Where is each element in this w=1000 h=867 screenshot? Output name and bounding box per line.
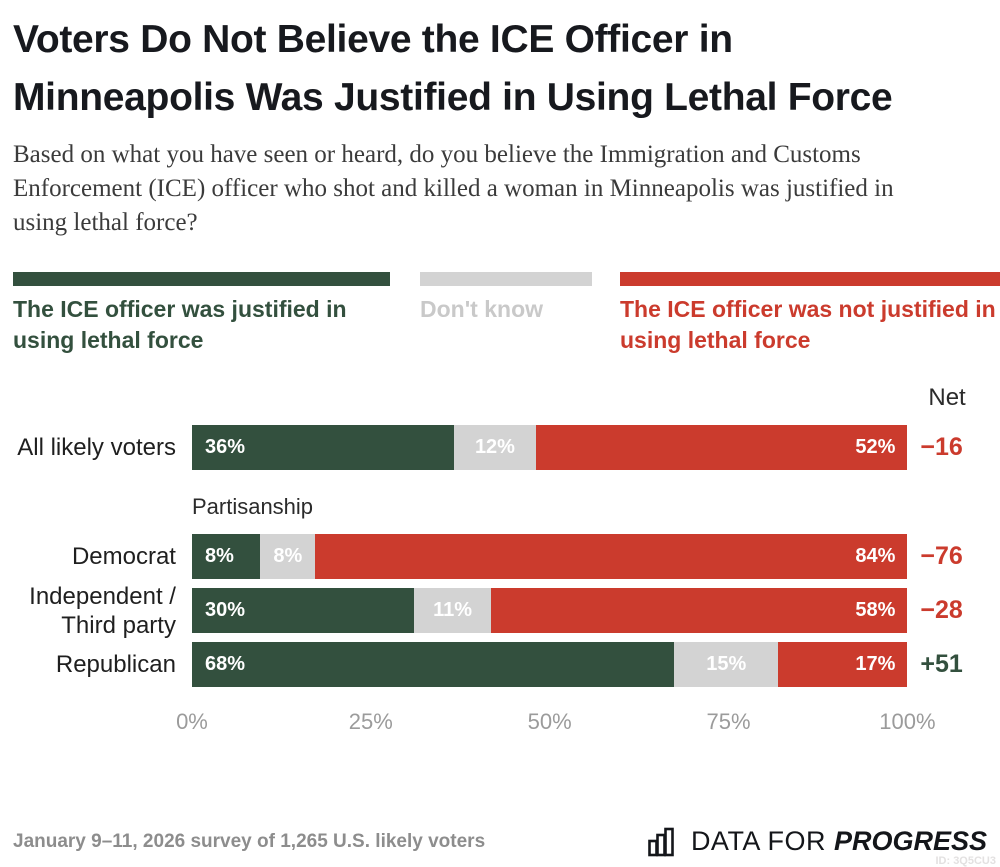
segment-value-label: 52% [855,436,896,458]
bar-segment-justified: 36% [191,425,454,470]
legend-item-not-justified: The ICE officer was not justified in usi… [620,272,1000,356]
bar-segment-dont-know: 8% [260,534,316,579]
legend-label-not-justified: The ICE officer was not justified in usi… [620,296,996,353]
group-label-partisanship: Partisanship [191,494,314,519]
legend-label-dont-know: Don't know [420,296,544,322]
bar-segment-not-justified: 52% [536,425,908,470]
stacked-bar-chart: Net All likely voters 36% 12% 52% −16 Pa… [13,384,987,735]
bar-segment-justified: 68% [191,642,675,687]
net-header-row: Net [13,384,987,412]
segment-value-label: 8% [204,545,234,567]
page-title: Voters Do Not Believe the ICE Officer in… [13,18,893,119]
chart-id-watermark: ID: 3Q5CU3 [935,855,996,867]
segment-value-label: 12% [474,436,515,458]
segment-value-label: 11% [433,599,473,621]
stacked-bar: 30% 11% 58% [191,588,908,633]
data-for-progress-logo: DATA FOR PROGRESS [648,826,987,857]
segment-value-label: 58% [855,599,896,621]
category-label: Democrat [71,543,176,570]
source-note: January 9–11, 2026 survey of 1,265 U.S. … [13,830,486,852]
segment-value-label: 36% [204,436,245,458]
bar-segment-justified: 30% [191,588,415,633]
net-value: −76 [920,542,963,570]
segment-value-label: 15% [706,653,747,675]
logo-text-suffix: PROGRESS [833,826,987,856]
bar-row-republican: Republican 68% 15% 17% +51 [13,642,987,687]
legend-swatch-red [620,272,1000,286]
stacked-bar: 36% 12% 52% [191,425,908,470]
net-value: −28 [920,596,963,624]
stacked-bar: 8% 8% 84% [191,534,908,579]
net-value: +51 [920,650,963,678]
legend-swatch-green [13,272,390,286]
net-value: −16 [920,433,963,461]
bar-row-independent-third-party: Independent / Third party 30% 11% 58% −2… [13,583,987,639]
x-axis: 0% 25% 50% 75% 100% [13,709,987,735]
net-column-header: Net [928,384,966,411]
bar-segment-not-justified: 58% [490,588,908,633]
segment-value-label: 68% [204,653,245,675]
bar-segment-dont-know: 12% [453,425,537,470]
bar-segment-dont-know: 11% [414,588,491,633]
group-header-row: Partisanship [13,495,987,519]
logo-text: DATA FOR PROGRESS [691,826,987,857]
bar-segment-not-justified: 17% [778,642,908,687]
bar-row-all-likely-voters: All likely voters 36% 12% 52% −16 [13,425,987,470]
category-label: Republican [55,651,176,678]
axis-tick-25: 25% [348,709,393,734]
legend-swatch-gray [420,272,592,286]
category-label: All likely voters [17,434,176,461]
logo-text-prefix: DATA FOR [690,826,834,856]
category-label: Independent / Third party [29,582,176,639]
segment-value-label: 84% [855,545,896,567]
axis-tick-50: 50% [527,709,572,734]
segment-value-label: 30% [204,599,245,621]
survey-question-text: Based on what you have seen or heard, do… [13,141,894,236]
segment-value-label: 17% [855,653,896,675]
stacked-bar: 68% 15% 17% [191,642,908,687]
bar-segment-dont-know: 15% [674,642,779,687]
bar-segment-not-justified: 84% [315,534,908,579]
legend-label-justified: The ICE officer was justified in using l… [13,296,347,353]
axis-tick-75: 75% [706,709,751,734]
axis-tick-100: 100% [879,709,936,734]
bar-segment-justified: 8% [191,534,261,579]
legend-item-justified: The ICE officer was justified in using l… [13,272,390,356]
segment-value-label: 8% [273,545,303,567]
axis-tick-0: 0% [176,709,208,734]
legend: The ICE officer was justified in using l… [13,272,1000,356]
bar-chart-icon [648,827,674,856]
footer: January 9–11, 2026 survey of 1,265 U.S. … [13,826,987,857]
bar-row-democrat: Democrat 8% 8% 84% −76 [13,534,987,579]
legend-item-dont-know: Don't know [420,272,592,356]
